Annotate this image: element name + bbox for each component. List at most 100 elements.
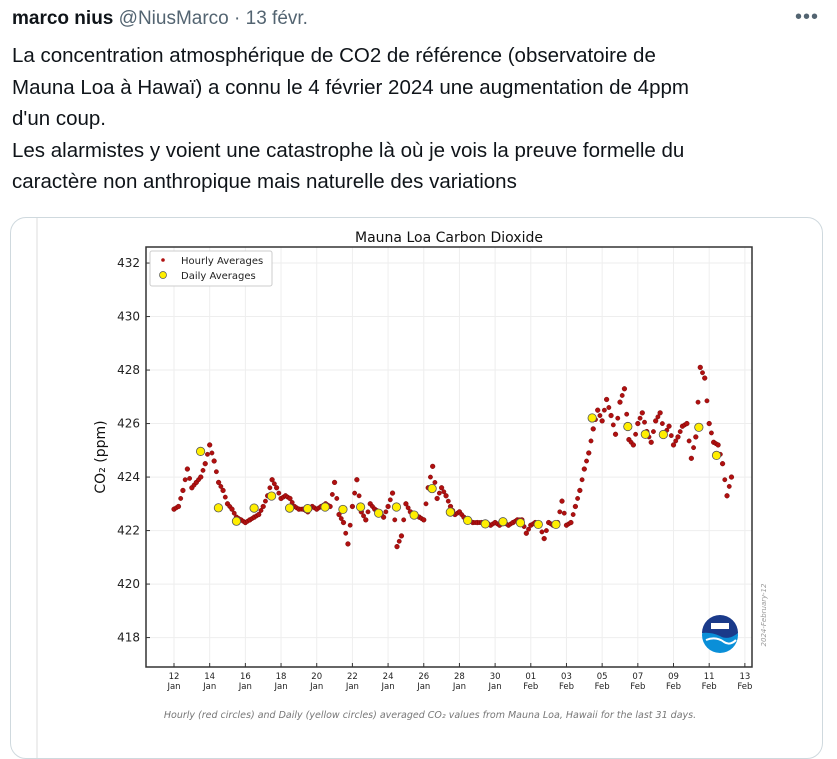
hourly-point — [581, 466, 587, 472]
x-tick-day: 01 — [525, 672, 536, 682]
legend-daily-label: Daily Averages — [181, 271, 256, 282]
hourly-point — [392, 517, 398, 523]
hourly-point — [523, 530, 529, 536]
hourly-point — [572, 503, 578, 510]
daily-point — [463, 515, 473, 526]
hourly-point — [595, 407, 601, 413]
x-tick-month: Feb — [523, 682, 538, 692]
hourly-point — [430, 463, 436, 469]
x-tick-month: Jan — [309, 682, 323, 692]
hourly-point — [396, 538, 402, 544]
hourly-point — [220, 487, 226, 494]
y-tick-label: 432 — [117, 256, 140, 270]
hourly-point — [445, 498, 451, 504]
image-caption: Hourly (red circles) and Daily (yellow c… — [164, 710, 696, 721]
daily-point — [515, 518, 526, 528]
hourly-point — [675, 434, 681, 440]
tweet-line: Mauna Loa à Hawaï) a connu le 4 février … — [12, 75, 689, 99]
hourly-point — [338, 516, 344, 521]
x-tick-day: 07 — [632, 672, 643, 682]
hourly-point — [657, 410, 663, 416]
legend-box — [149, 250, 273, 287]
x-tick-month: Feb — [630, 682, 645, 692]
separator: · — [234, 8, 241, 29]
hourly-point — [635, 420, 641, 427]
hourly-point — [588, 438, 594, 444]
y-ticks: 418 420 422 424 426 428 430 432 — [117, 256, 150, 645]
daily-point — [551, 519, 561, 530]
hourly-point — [610, 422, 616, 428]
hourly-point — [441, 489, 447, 495]
hourly-point — [651, 429, 656, 434]
legend-daily-marker — [159, 271, 167, 279]
legend: Hourly Averages Daily Averages — [149, 250, 273, 287]
hourly-point — [691, 445, 696, 451]
hourly-point — [269, 477, 275, 483]
hourly-point — [606, 405, 612, 410]
hourly-point — [231, 510, 237, 516]
author-name[interactable]: marco nius — [12, 8, 114, 29]
y-axis-label: CO₂ (ppm) — [93, 420, 109, 493]
tweet-image[interactable]: Mauna Loa Carbon Dioxide CO₂ (ppm) 418 42… — [10, 217, 823, 759]
hourly-point — [728, 474, 735, 480]
hourly-point — [686, 438, 692, 444]
daily-point — [445, 507, 455, 517]
x-tick-day: 22 — [347, 672, 358, 682]
x-tick-month: Jan — [166, 682, 180, 692]
x-tick-month: Feb — [702, 682, 717, 692]
tweet-date[interactable]: 13 févr. — [245, 8, 308, 29]
tweet-line: La concentration atmosphérique de CO2 de… — [12, 44, 656, 67]
hourly-point — [216, 479, 222, 486]
hourly-point — [648, 439, 654, 445]
hourly-point — [541, 535, 547, 542]
hourly-point — [260, 503, 266, 510]
plot-frame — [145, 246, 753, 668]
x-tick-day: 16 — [240, 672, 251, 682]
hourly-point — [331, 479, 338, 486]
daily-point — [195, 446, 206, 456]
hourly-point — [653, 418, 659, 424]
hourly-point — [597, 413, 603, 418]
x-tick-month: Jan — [202, 682, 216, 692]
hourly-point — [668, 433, 674, 438]
hourly-point — [697, 364, 703, 370]
daily-point — [303, 504, 313, 514]
author-handle[interactable]: @NiusMarco — [118, 8, 229, 29]
x-tick-month: Jan — [273, 682, 287, 692]
more-options-icon[interactable]: ••• — [794, 6, 819, 28]
noaa-logo-icon — [702, 615, 738, 653]
hourly-point — [557, 509, 563, 515]
daily-point — [658, 429, 668, 440]
hourly-point — [349, 503, 356, 510]
hourly-point — [423, 501, 429, 507]
hourly-point — [198, 474, 204, 480]
grid — [146, 247, 752, 667]
hourly-point — [655, 414, 661, 420]
hourly-point — [673, 438, 679, 444]
hourly-point — [273, 485, 280, 491]
x-ticks: 12Jan14Jan16Jan18Jan20Jan22Jan24Jan26Jan… — [166, 663, 752, 692]
hourly-point — [258, 508, 264, 513]
hourly-point — [398, 533, 405, 539]
x-tick-day: 14 — [204, 672, 215, 682]
hourly-point — [726, 484, 732, 489]
y-tick-label: 420 — [117, 577, 140, 591]
hourly-point — [615, 415, 621, 421]
daily-point — [374, 508, 384, 518]
hourly-point — [684, 420, 690, 427]
y-tick-label: 422 — [117, 524, 140, 538]
hourly-point — [347, 522, 353, 528]
hourly-point — [385, 503, 391, 510]
hourly-point — [584, 458, 589, 464]
hourly-point — [539, 529, 545, 535]
y-tick-label: 428 — [117, 363, 140, 377]
y-tick-label: 426 — [117, 417, 140, 431]
hourly-point — [222, 494, 228, 500]
daily-point — [320, 502, 330, 512]
x-tick-month: Feb — [595, 682, 610, 692]
x-tick-day: 20 — [311, 672, 322, 682]
x-tick-day: 11 — [704, 672, 715, 682]
daily-point — [231, 516, 242, 526]
daily-point — [409, 510, 419, 520]
hourly-point — [209, 450, 215, 456]
